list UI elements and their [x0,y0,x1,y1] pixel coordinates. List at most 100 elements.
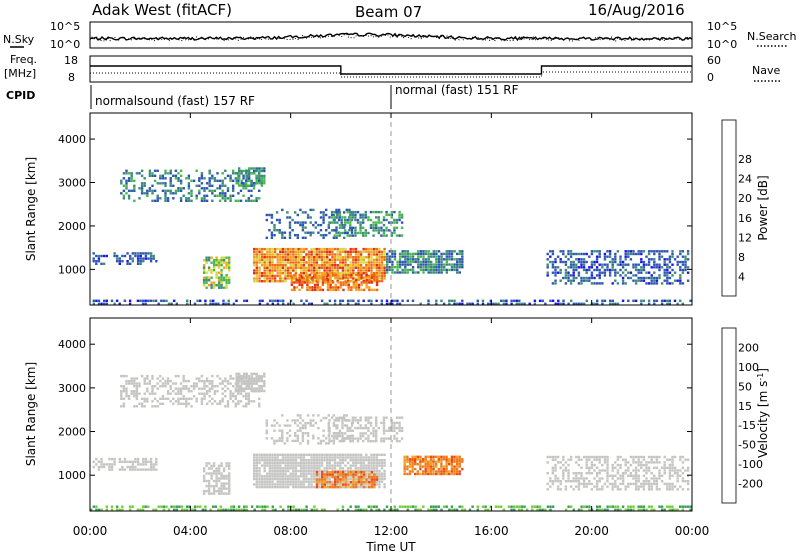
velocity-cell [229,395,232,398]
power-cell [286,211,289,214]
velocity-cell [144,468,148,471]
velocity-cell [642,480,646,483]
velocity-cell [247,400,250,403]
power-cell [281,264,285,267]
power-cell [306,283,309,287]
power-cell [450,252,454,256]
power-cell [315,280,318,283]
power-cell [164,194,167,197]
velocity-cell [382,426,386,430]
power-cell [222,286,226,289]
power-cell [598,252,601,256]
power-cell [164,169,167,172]
velocity-cell [624,463,627,467]
velocity-cell [686,466,690,469]
velocity-cell [365,467,368,470]
power-cell [367,269,371,272]
power-cell [386,268,389,272]
power-cell [546,266,549,269]
power-cell [279,256,282,259]
velocity-cell [179,387,183,390]
power-cell [222,276,226,279]
velocity-cell [198,392,201,395]
power-cell [161,189,165,192]
power-cell [284,272,287,275]
velocity-cell [191,508,194,511]
power-cell [505,302,508,305]
velocity-cell [153,397,157,400]
power-cell [400,221,404,224]
velocity-cell [440,458,443,461]
velocity-cell [330,439,333,443]
power-cell [546,258,549,261]
velocity-cell [368,480,371,484]
velocity-cell [177,387,180,390]
power-cell [346,264,350,267]
power-cell [409,260,412,264]
velocity-cell [260,389,263,393]
velocity-cell [273,467,277,470]
velocity-cell [554,480,557,483]
velocity-cell [346,477,350,481]
velocity-cell [242,377,245,380]
velocity-cell [606,466,609,469]
velocity-cell [110,465,114,469]
power-cell [270,231,274,234]
power-cell [339,250,342,253]
power-cell [551,263,555,266]
velocity-cell [390,440,393,443]
velocity-cell [419,463,422,466]
power-cell [263,277,266,280]
power-cell [333,266,337,269]
velocity-cell [354,437,357,440]
power-cell [331,269,334,272]
velocity-cell [375,483,378,486]
velocity-cell [411,505,415,508]
power-cell [121,260,124,263]
power-cell [386,260,389,264]
power-cell [334,288,337,292]
velocity-cell [320,456,324,459]
velocity-cell [328,480,332,484]
power-cell [390,221,393,224]
power-cell [308,281,312,284]
velocity-cell [210,484,213,488]
velocity-cell [419,508,422,511]
velocity-cell [378,475,381,478]
velocity-cell [268,485,272,489]
power-cell [286,253,290,256]
velocity-cell [120,374,123,378]
velocity-cell [143,405,146,408]
power-cell [276,299,280,302]
power-cell [202,269,206,272]
velocity-cell [286,437,289,440]
power-cell [437,255,441,258]
power-cell [343,236,346,239]
velocity-cell [375,421,378,425]
power-cell [224,169,227,172]
power-cell [224,177,227,180]
power-cell [629,276,633,280]
power-cell [205,256,208,259]
velocity-cell [650,505,653,508]
power-cell [211,177,214,180]
velocity-cell [432,458,435,461]
power-cell [331,256,334,259]
power-cell [250,199,253,202]
power-cell [237,192,240,195]
power-cell [359,272,363,275]
velocity-cell [271,453,274,456]
velocity-cell [585,455,588,459]
power-cell [211,174,214,177]
power-cell [333,272,337,275]
power-cell [448,299,451,302]
velocity-cell [385,429,388,432]
power-cell [398,252,402,256]
velocity-cell [302,469,305,473]
power-cell [319,288,322,292]
power-cell [217,266,221,269]
velocity-cell [595,472,599,475]
power-cell [276,269,279,272]
power-cell [450,263,454,266]
velocity-cell [300,480,303,483]
